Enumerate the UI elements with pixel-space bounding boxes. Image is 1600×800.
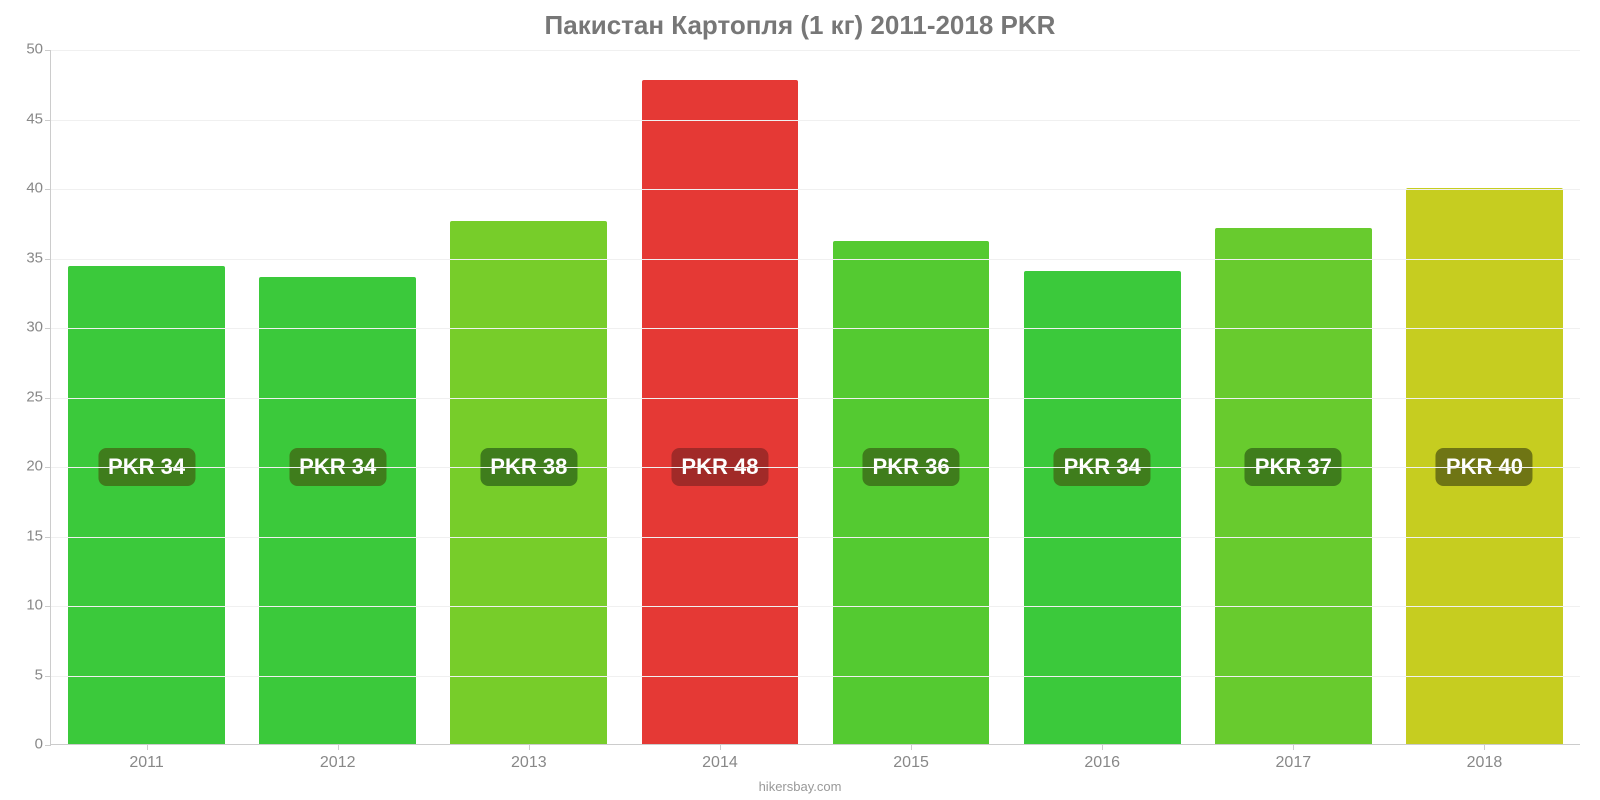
ytick-label: 0 bbox=[35, 736, 43, 753]
ytick-label: 10 bbox=[26, 597, 43, 614]
bar bbox=[259, 277, 416, 744]
grid-line bbox=[51, 676, 1580, 677]
xtick-label: 2018 bbox=[1467, 754, 1503, 772]
xtick-mark bbox=[147, 744, 148, 750]
ytick-label: 25 bbox=[26, 388, 43, 405]
grid-line bbox=[51, 259, 1580, 260]
ytick-mark bbox=[45, 745, 51, 746]
ytick-label: 45 bbox=[26, 110, 43, 127]
bar bbox=[68, 266, 225, 744]
ytick-mark bbox=[45, 328, 51, 329]
plot-area: 2011PKR 342012PKR 342013PKR 382014PKR 48… bbox=[50, 50, 1580, 745]
grid-line bbox=[51, 606, 1580, 607]
bar bbox=[1215, 228, 1372, 744]
ytick-label: 15 bbox=[26, 527, 43, 544]
ytick-mark bbox=[45, 606, 51, 607]
ytick-label: 30 bbox=[26, 319, 43, 336]
xtick-mark bbox=[720, 744, 721, 750]
xtick-label: 2014 bbox=[702, 754, 738, 772]
ytick-label: 50 bbox=[26, 41, 43, 58]
ytick-mark bbox=[45, 537, 51, 538]
ytick-mark bbox=[45, 259, 51, 260]
ytick-mark bbox=[45, 50, 51, 51]
xtick-mark bbox=[1293, 744, 1294, 750]
grid-line bbox=[51, 328, 1580, 329]
xtick-label: 2013 bbox=[511, 754, 547, 772]
xtick-mark bbox=[1484, 744, 1485, 750]
xtick-mark bbox=[911, 744, 912, 750]
xtick-label: 2017 bbox=[1276, 754, 1312, 772]
ytick-mark bbox=[45, 120, 51, 121]
xtick-label: 2012 bbox=[320, 754, 356, 772]
xtick-mark bbox=[529, 744, 530, 750]
ytick-label: 20 bbox=[26, 458, 43, 475]
ytick-mark bbox=[45, 467, 51, 468]
ytick-mark bbox=[45, 676, 51, 677]
xtick-mark bbox=[1102, 744, 1103, 750]
ytick-mark bbox=[45, 398, 51, 399]
bar bbox=[642, 80, 799, 744]
grid-line bbox=[51, 467, 1580, 468]
ytick-label: 5 bbox=[35, 666, 43, 683]
xtick-label: 2011 bbox=[129, 754, 163, 772]
bar bbox=[1024, 271, 1181, 744]
grid-line bbox=[51, 398, 1580, 399]
ytick-mark bbox=[45, 189, 51, 190]
grid-line bbox=[51, 189, 1580, 190]
xtick-label: 2015 bbox=[893, 754, 929, 772]
bar bbox=[833, 241, 990, 744]
chart-title: Пакистан Картопля (1 кг) 2011-2018 PKR bbox=[0, 10, 1600, 41]
xtick-label: 2016 bbox=[1084, 754, 1120, 772]
attribution-text: hikersbay.com bbox=[0, 779, 1600, 794]
price-chart: Пакистан Картопля (1 кг) 2011-2018 PKR 2… bbox=[0, 0, 1600, 800]
ytick-label: 35 bbox=[26, 249, 43, 266]
grid-line bbox=[51, 120, 1580, 121]
xtick-mark bbox=[338, 744, 339, 750]
ytick-label: 40 bbox=[26, 180, 43, 197]
grid-line bbox=[51, 50, 1580, 51]
grid-line bbox=[51, 537, 1580, 538]
